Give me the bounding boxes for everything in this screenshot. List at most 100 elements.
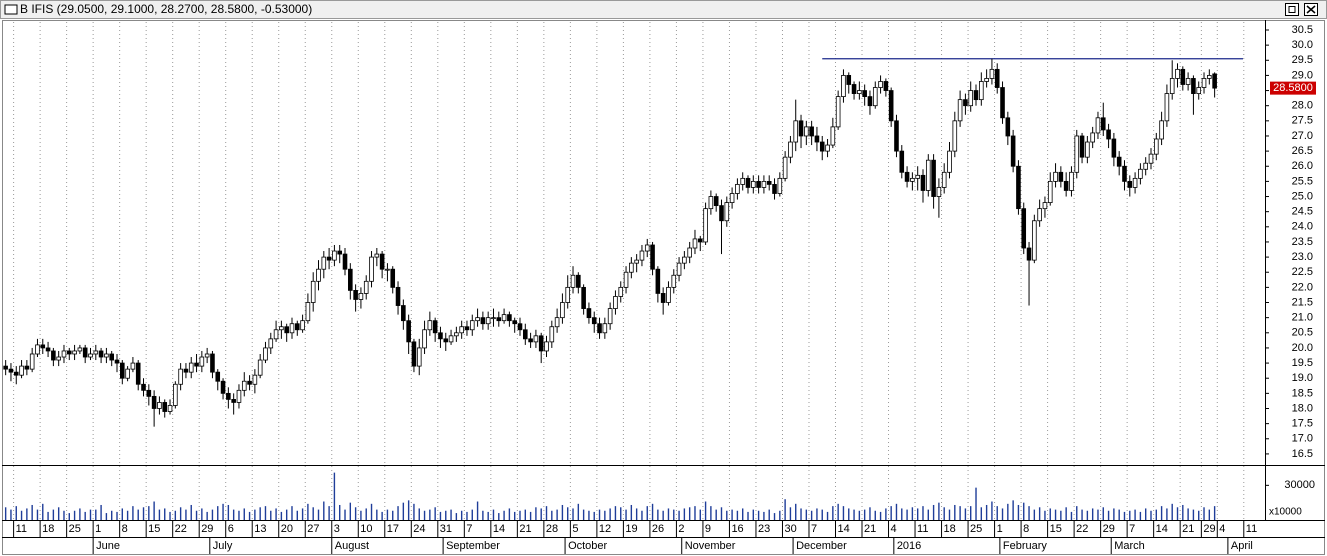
candle-body — [623, 271, 629, 288]
volume-bar — [158, 509, 161, 520]
volume-bar — [688, 507, 691, 520]
candle-body — [846, 75, 852, 85]
candle-body — [348, 268, 353, 291]
x-tick-label: 23 — [758, 523, 770, 535]
volume-bar — [853, 509, 855, 520]
candle-body — [82, 347, 88, 358]
candle-body — [867, 96, 873, 107]
x-tick-label: 25 — [970, 523, 982, 535]
volume-bar — [15, 506, 17, 520]
y-tick-label: 20.0 — [1292, 342, 1313, 354]
volume-bar — [678, 510, 680, 520]
x-tick-label: 7 — [1129, 523, 1135, 535]
candle-body — [464, 326, 470, 331]
candle-body — [8, 368, 14, 373]
volume-bar — [890, 506, 892, 520]
candle-body — [851, 84, 857, 94]
candle-body — [1143, 162, 1148, 170]
volume-bar — [742, 508, 744, 520]
candle-body — [1085, 141, 1090, 158]
candle-body — [591, 317, 597, 325]
volume-bar — [254, 509, 256, 520]
volume-bar — [1038, 507, 1041, 520]
candle-body — [1169, 78, 1175, 94]
candle-body — [188, 362, 194, 373]
volume-bar — [57, 507, 60, 520]
x-tick-label: 21 — [519, 523, 531, 535]
candle-body — [994, 68, 1000, 88]
candle-body — [1153, 138, 1159, 155]
candle-body — [422, 329, 427, 349]
volume-bar — [789, 507, 792, 520]
volume-bar — [386, 509, 389, 520]
volume-bar — [964, 508, 967, 520]
candle-body — [247, 380, 252, 385]
candle-body — [655, 268, 661, 294]
y-tick-label: 30.5 — [1292, 24, 1313, 36]
candle-body — [528, 338, 533, 343]
candle-body — [358, 293, 364, 300]
x-tick-label: 19 — [625, 523, 637, 535]
candle-body — [88, 353, 93, 358]
candle-body — [979, 81, 984, 101]
volume-bar — [63, 510, 65, 520]
candle-body — [538, 335, 544, 352]
candle-body — [19, 365, 24, 376]
frame — [2, 20, 1325, 555]
candle-body — [45, 347, 51, 352]
volume-bar — [641, 510, 643, 520]
candle-body — [1116, 156, 1122, 167]
candle-body — [1021, 208, 1027, 249]
volume-bar — [779, 510, 781, 520]
candle-body — [109, 353, 115, 361]
volume-bar — [747, 511, 749, 520]
volume-tick-label: 30000 — [1284, 479, 1315, 491]
volume-bar — [370, 503, 373, 520]
x-tick-label: 3 — [334, 523, 340, 535]
candle-body — [485, 317, 491, 325]
volume-bar — [1150, 510, 1152, 520]
restore-button[interactable] — [1285, 3, 1299, 16]
candle-body — [1058, 171, 1064, 182]
candle-body — [157, 402, 162, 409]
volume-bar — [402, 502, 405, 520]
month-label: March — [1114, 540, 1145, 552]
volume-bar — [996, 506, 998, 520]
volume-bar — [36, 509, 39, 520]
volume-bar — [529, 511, 532, 520]
volume-bar — [863, 509, 866, 520]
volume-bar — [657, 509, 659, 520]
volume-bar — [10, 509, 12, 520]
volume-bar — [455, 513, 458, 520]
candle-body — [676, 262, 682, 276]
volume-bar — [524, 509, 526, 520]
candle-body — [1138, 168, 1143, 179]
candle-body — [920, 174, 926, 191]
x-tick-label: 17 — [387, 523, 399, 535]
x-tick-label: 13 — [254, 523, 266, 535]
volume-bar — [651, 503, 654, 520]
candle-body — [454, 332, 459, 337]
volume-bar — [1171, 503, 1173, 520]
candle-body — [581, 286, 586, 309]
candle-body — [666, 286, 671, 303]
candle-body — [692, 238, 698, 249]
close-button[interactable] — [1304, 3, 1318, 16]
candle-body — [1079, 135, 1085, 158]
candle-body — [751, 180, 756, 188]
x-tick-label: 11 — [16, 523, 27, 535]
volume-bar — [985, 504, 988, 520]
volume-bar — [519, 510, 521, 520]
volume-bar — [333, 472, 336, 520]
x-tick-label: 1 — [95, 523, 101, 535]
candle-body — [480, 317, 486, 325]
volume-bar — [116, 511, 118, 520]
candle-body — [374, 253, 380, 258]
month-label: February — [1003, 540, 1048, 552]
volume-bar — [243, 508, 245, 520]
candle-body — [93, 350, 99, 355]
candle-body — [602, 323, 608, 334]
candle-body — [438, 332, 443, 340]
candle-body — [130, 362, 136, 370]
candle-body — [814, 135, 820, 143]
